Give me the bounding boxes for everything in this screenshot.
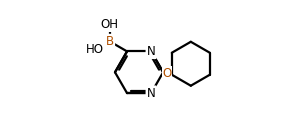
Text: B: B <box>106 35 114 48</box>
Text: O: O <box>162 67 172 80</box>
Text: OH: OH <box>101 18 119 31</box>
Text: HO: HO <box>86 44 104 56</box>
Text: N: N <box>147 45 156 58</box>
Text: N: N <box>147 87 156 100</box>
